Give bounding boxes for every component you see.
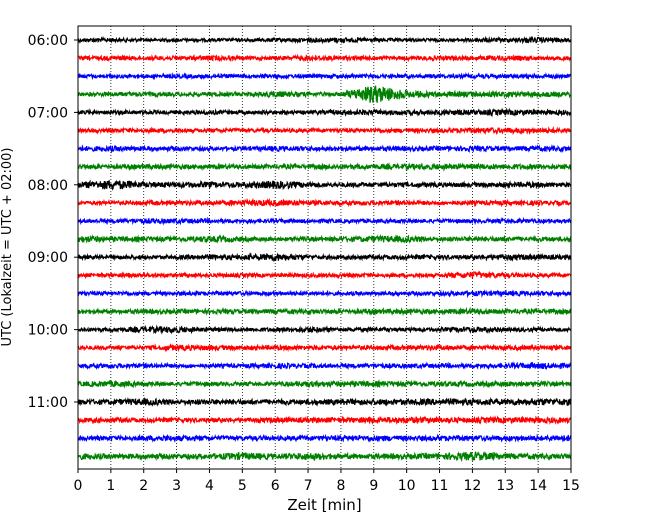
y-tick-label: 10:00	[28, 323, 68, 339]
x-tick-label: 10	[398, 478, 416, 494]
y-tick-label: 09:00	[28, 250, 68, 266]
plot-frame	[77, 25, 572, 470]
x-tick-label: 0	[74, 478, 83, 494]
seismic-trace	[77, 306, 572, 317]
seismic-trace	[77, 343, 572, 353]
x-tick-label: 5	[238, 478, 247, 494]
seismic-trace	[77, 252, 572, 263]
seismic-trace	[77, 289, 572, 299]
x-axis-ticks: 0 1 2 3 4 5 6 7 8 9 10 11 12 13 14 15	[74, 469, 580, 494]
x-tick-label: 2	[139, 478, 148, 494]
seismic-trace	[77, 324, 572, 335]
vertical-gridlines	[110, 26, 539, 469]
y-tick-label: 06:00	[28, 33, 68, 49]
seismic-trace	[77, 396, 572, 407]
seismic-trace	[77, 143, 572, 154]
x-tick-label: 12	[463, 478, 481, 494]
seismic-trace	[77, 379, 572, 389]
y-tick-label: 08:00	[28, 178, 68, 194]
seismic-trace	[77, 125, 572, 136]
x-tick-label: 6	[271, 478, 280, 494]
seismic-trace	[77, 216, 572, 226]
x-tick-label: 7	[304, 478, 313, 494]
x-tick-label: 11	[431, 478, 449, 494]
seismic-trace	[77, 270, 572, 280]
x-tick-label: 1	[106, 478, 115, 494]
seismic-trace	[77, 35, 572, 45]
seismic-trace	[77, 233, 572, 244]
x-axis-label: Zeit [min]	[287, 496, 361, 514]
seismic-trace	[77, 450, 572, 463]
seismic-trace	[77, 107, 572, 118]
y-axis-ticks: 06:00 07:00 08:00 09:00 10:00 11:00	[28, 33, 78, 411]
y-axis-label: UTC (Lokalzeit = UTC + 02:00)	[0, 148, 15, 347]
y-tick-label: 07:00	[28, 105, 68, 121]
seismic-trace	[77, 179, 572, 191]
seismic-trace	[77, 53, 572, 63]
x-tick-label: 8	[336, 478, 345, 494]
seismic-trace	[77, 433, 572, 443]
x-tick-label: 9	[369, 478, 378, 494]
seismic-traces	[77, 35, 572, 463]
x-tick-label: 15	[562, 478, 580, 494]
seismic-trace	[77, 197, 571, 208]
x-tick-label: 14	[529, 478, 547, 494]
y-tick-label: 11:00	[28, 395, 68, 411]
x-tick-label: 3	[172, 478, 181, 494]
seismic-trace	[77, 361, 572, 371]
seismic-trace	[77, 71, 572, 81]
seismic-trace	[77, 161, 572, 172]
seismic-trace	[77, 85, 572, 103]
x-tick-label: 4	[205, 478, 214, 494]
x-tick-label: 13	[496, 478, 514, 494]
seismic-trace	[77, 415, 572, 426]
